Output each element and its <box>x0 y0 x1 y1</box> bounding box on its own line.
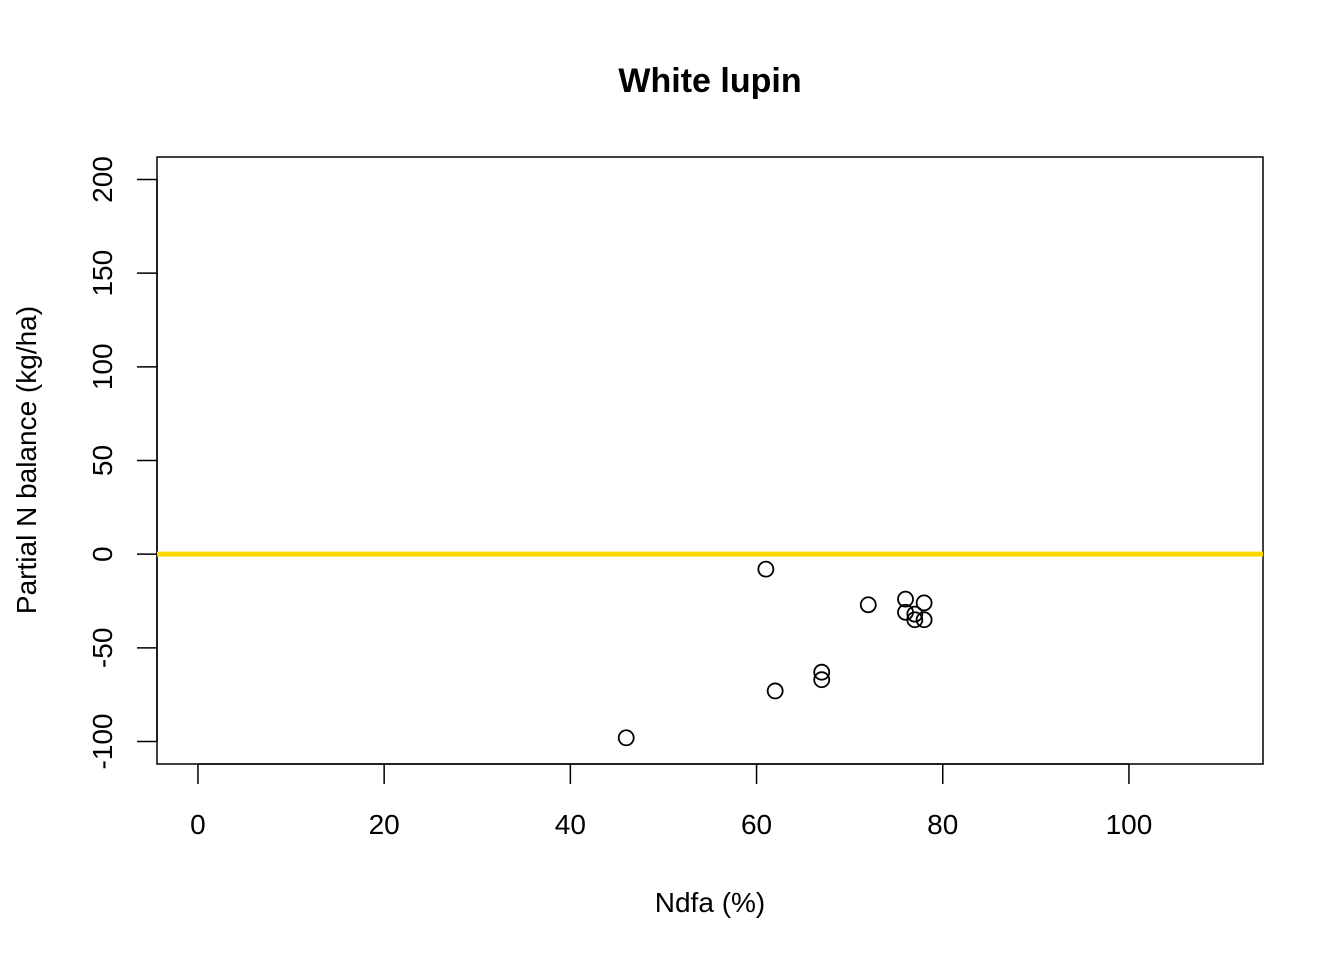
y-tick-label: 0 <box>87 546 118 562</box>
y-tick-label: -100 <box>87 713 118 769</box>
data-point <box>813 671 831 689</box>
x-tick-label: 40 <box>555 809 586 840</box>
y-tick-label: 100 <box>87 343 118 390</box>
data-point <box>813 663 831 681</box>
y-tick-label: 150 <box>87 250 118 297</box>
data-point <box>915 594 933 612</box>
y-tick-label: -50 <box>87 628 118 668</box>
data-point <box>757 560 775 578</box>
x-axis-label: Ndfa (%) <box>655 887 765 918</box>
y-tick-label: 200 <box>87 156 118 203</box>
plot-box <box>156 156 1264 765</box>
y-tick-label: 50 <box>87 445 118 476</box>
x-tick-label: 80 <box>927 809 958 840</box>
data-point <box>906 611 924 629</box>
data-point <box>906 605 924 623</box>
data-point <box>617 729 635 747</box>
x-tick-label: 0 <box>190 809 206 840</box>
data-point <box>915 611 933 629</box>
x-tick-label: 60 <box>741 809 772 840</box>
y-axis-label: Partial N balance (kg/ha) <box>11 306 42 614</box>
x-tick-label: 20 <box>369 809 400 840</box>
x-tick-label: 100 <box>1106 809 1153 840</box>
chart-title: White lupin <box>618 62 801 100</box>
data-point <box>897 590 914 608</box>
data-point <box>859 596 877 614</box>
data-point <box>766 682 784 700</box>
